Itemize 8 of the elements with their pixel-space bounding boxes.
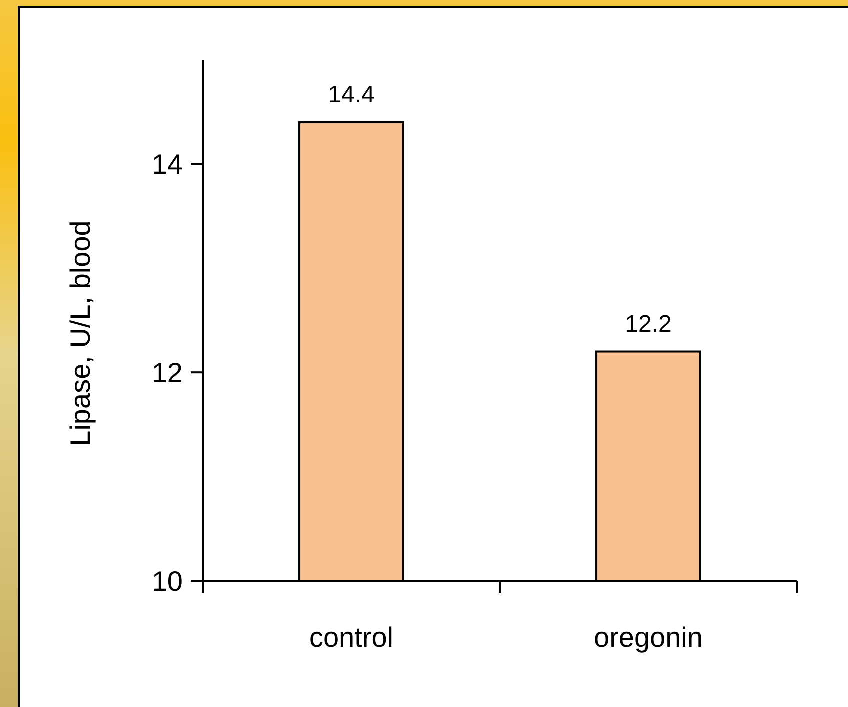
- y-axis-title: Lipase, U/L, blood: [65, 220, 96, 446]
- y-tick-label: 14: [152, 149, 183, 180]
- data-label: 14.4: [328, 82, 375, 109]
- y-tick-label: 10: [152, 566, 183, 597]
- data-label: 12.2: [625, 310, 672, 338]
- x-tick-label: oregonin: [594, 622, 703, 653]
- x-tick-label: control: [309, 622, 394, 653]
- y-tick-label: 12: [152, 357, 183, 388]
